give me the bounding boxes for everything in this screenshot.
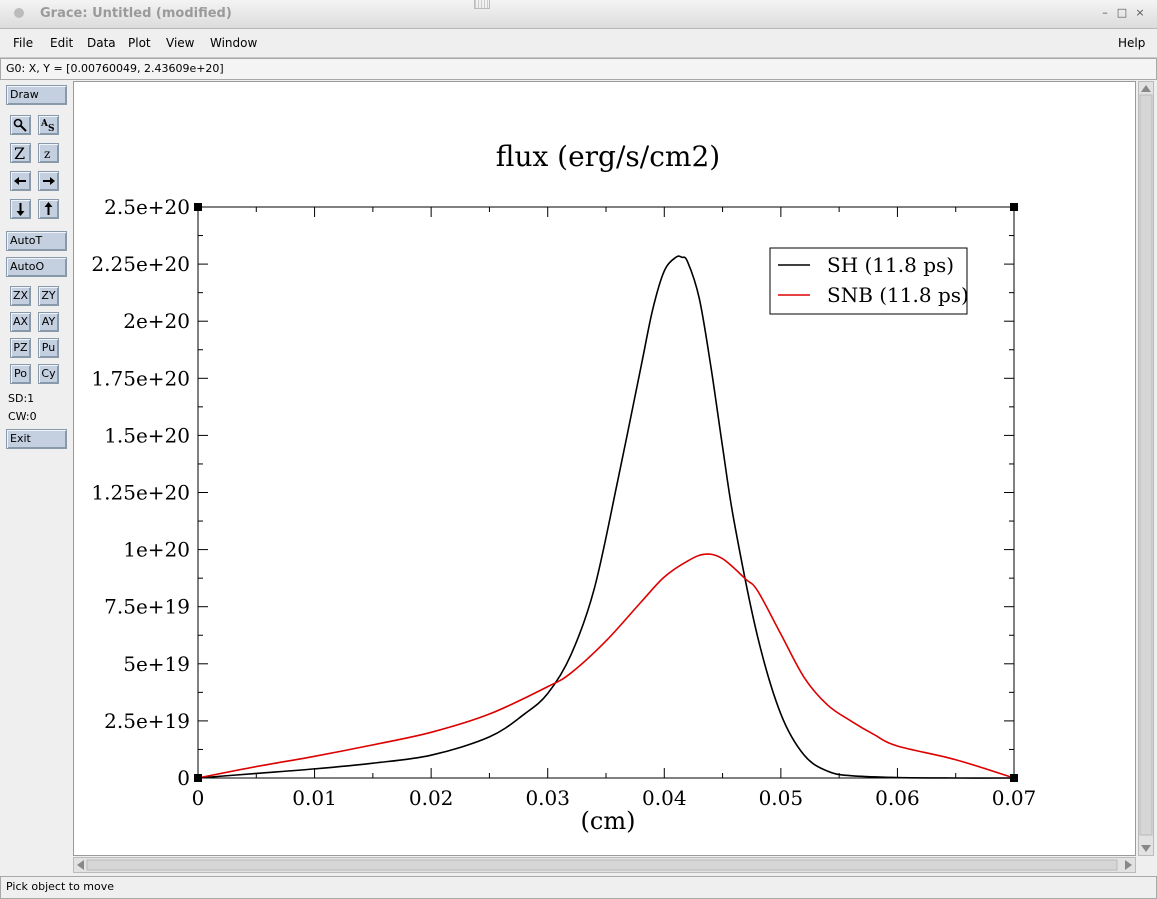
y-tick-label: 2.5e+20 xyxy=(104,195,190,219)
exit-button[interactable]: Exit xyxy=(6,429,67,449)
y-tick-label: 1e+20 xyxy=(123,538,190,562)
arrow-down-icon xyxy=(16,203,25,216)
zoom-out-icon: z xyxy=(44,147,50,161)
svg-text:Z: Z xyxy=(14,144,25,162)
close-button[interactable]: × xyxy=(1135,6,1145,19)
arrow-up-icon xyxy=(44,202,53,215)
menubar: File Edit Data Plot View Window Help xyxy=(0,29,1157,58)
zoom-magnifier-button[interactable] xyxy=(10,115,31,135)
zoom-y-button[interactable]: ZY xyxy=(38,286,59,306)
zoom-in-icon: Z xyxy=(14,144,25,163)
vertical-scrollbar[interactable] xyxy=(1138,81,1154,856)
y-tick-label: 1.25e+20 xyxy=(91,481,190,505)
x-tick-label: 0.05 xyxy=(759,786,804,810)
selection-handle[interactable] xyxy=(1010,774,1018,782)
x-tick-label: 0.02 xyxy=(409,786,454,810)
plot-frame xyxy=(197,206,1015,779)
locator-readout: G0: X, Y = [0.00760049, 2.43609e+20] xyxy=(0,58,1157,80)
push-button[interactable]: Pu xyxy=(38,338,59,358)
svg-text:A: A xyxy=(40,119,49,129)
svg-text:S: S xyxy=(48,124,55,134)
resize-grip-icon[interactable] xyxy=(474,0,490,9)
plot-svg[interactable]: flux (erg/s/cm2) (cm) 0 0.01 0.02 0.03 0.04 0… xyxy=(74,82,1135,855)
shift-up-button[interactable] xyxy=(38,199,59,219)
minimize-button[interactable]: – xyxy=(1102,6,1108,19)
horizontal-scroll-thumb[interactable] xyxy=(86,859,1118,871)
y-tick-label: 0 xyxy=(177,766,190,790)
zoom-in-button[interactable]: Z xyxy=(10,143,31,163)
x-tick-label: 0.01 xyxy=(292,786,337,810)
x-tick-label: 0.04 xyxy=(642,786,687,810)
x-axis-label: (cm) xyxy=(581,807,636,835)
shift-down-button[interactable] xyxy=(10,199,31,219)
selection-handle[interactable] xyxy=(194,203,202,211)
zoom-out-button[interactable]: z xyxy=(38,143,59,163)
menu-window[interactable]: Window xyxy=(210,36,258,50)
cycle-button[interactable]: Cy xyxy=(38,364,59,384)
y-tick-label: 1.5e+20 xyxy=(104,423,190,447)
legend[interactable]: SH (11.8 ps) SNB (11.8 ps) xyxy=(769,247,969,315)
selection-handle[interactable] xyxy=(1010,203,1018,211)
push-zoom-button[interactable]: PZ xyxy=(10,338,31,358)
x-tick-label: 0.07 xyxy=(992,786,1037,810)
arrow-right-icon xyxy=(43,177,55,185)
menu-file[interactable]: File xyxy=(13,36,34,50)
arrow-left-icon xyxy=(14,177,26,185)
draw-button[interactable]: Draw xyxy=(6,85,67,105)
pop-button[interactable]: Po xyxy=(10,364,31,384)
autoscale-y-button[interactable]: AY xyxy=(38,312,59,332)
menu-plot[interactable]: Plot xyxy=(128,36,151,50)
menu-view[interactable]: View xyxy=(166,36,195,50)
series-line-snb[interactable] xyxy=(197,553,1015,779)
app-icon[interactable] xyxy=(14,8,24,18)
shift-left-button[interactable] xyxy=(10,171,31,191)
status-bar: Pick object to move xyxy=(0,876,1157,899)
menu-data[interactable]: Data xyxy=(87,36,116,50)
svg-text:z: z xyxy=(44,147,50,161)
menu-help[interactable]: Help xyxy=(1118,36,1146,50)
x-tick-label: 0.06 xyxy=(875,786,920,810)
window-titlebar: Grace: Untitled (modified) – □ × xyxy=(0,0,1157,29)
menu-edit[interactable]: Edit xyxy=(50,36,74,50)
magnifier-icon xyxy=(13,118,27,132)
selection-handle[interactable] xyxy=(194,774,202,782)
y-tick-label: 1.75e+20 xyxy=(91,366,190,390)
series-line-sh[interactable] xyxy=(197,255,1015,779)
legend-label: SH (11.8 ps) xyxy=(827,253,954,277)
horizontal-scroll-icons xyxy=(77,859,1132,871)
vertical-scroll-icons xyxy=(1139,85,1153,852)
autoscale-x-button[interactable]: AX xyxy=(10,312,31,332)
y-tick-label: 2.25e+20 xyxy=(91,252,190,276)
y-tick-label: 7.5e+19 xyxy=(104,595,190,619)
drawing-canvas[interactable]: flux (erg/s/cm2) (cm) 0 0.01 0.02 0.03 0.04 0… xyxy=(73,81,1136,856)
stack-depth-label: SD:1 xyxy=(8,392,35,405)
chart-title: flux (erg/s/cm2) xyxy=(496,140,720,173)
maximize-button[interactable]: □ xyxy=(1116,6,1128,19)
window-title: Grace: Untitled (modified) xyxy=(40,6,232,21)
horizontal-scrollbar[interactable] xyxy=(73,857,1136,873)
y-tick-label: 2e+20 xyxy=(123,309,190,333)
legend-box xyxy=(769,247,968,315)
x-tick-label: 0 xyxy=(192,786,205,810)
y-tick-label: 5e+19 xyxy=(123,652,190,676)
autoscale-ticks-button[interactable]: AutoT xyxy=(6,231,67,251)
shift-right-button[interactable] xyxy=(38,171,59,191)
autoscale-on-button[interactable]: AutoO xyxy=(6,257,67,277)
legend-label: SNB (11.8 ps) xyxy=(827,283,969,307)
x-tick-label: 0.03 xyxy=(525,786,570,810)
y-tick-label: 2.5e+19 xyxy=(104,709,190,733)
zoom-x-button[interactable]: ZX xyxy=(10,286,31,306)
vertical-scroll-thumb[interactable] xyxy=(1139,94,1153,836)
current-world-label: CW:0 xyxy=(8,410,37,423)
